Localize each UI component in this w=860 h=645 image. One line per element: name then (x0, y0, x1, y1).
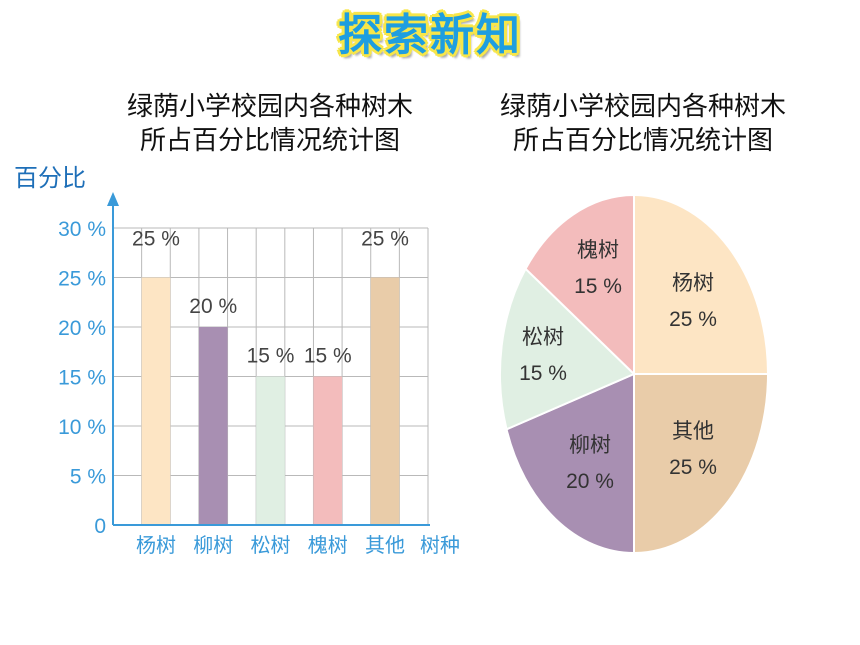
bar-4 (313, 376, 343, 525)
bar-1 (141, 277, 171, 525)
pie-slice-label: 其他 (672, 419, 714, 443)
pie-slice-3 (505, 372, 635, 555)
y-tick-label: 20 % (58, 317, 106, 340)
bar-value-label: 15 % (304, 345, 352, 368)
header-title: 探索新知 (338, 10, 522, 61)
y-tick-label: 10 % (58, 416, 106, 439)
y-tick-label: 5 % (70, 466, 106, 489)
pie-title-line1: 绿荫小学校园内各种树木 (499, 92, 786, 122)
y-axis-label: 百分比 (14, 164, 86, 192)
pie-slice-label: 杨树 (672, 271, 714, 295)
bar-chart: 0 5 % 10 % 15 % 20 % 25 % 30 % 25 % 杨树 20 % 柳树 15 %… (58, 192, 460, 557)
x-category-label: 松树 (251, 533, 291, 557)
bar-chart-title: 绿荫小学校园内各种树木 所占百分比情况统计图 (95, 90, 445, 158)
pie-title-line2: 所占百分比情况统计图 (512, 126, 773, 156)
bar-2 (198, 327, 228, 525)
bar-value-label: 15 % (247, 345, 295, 368)
pie-slice-1 (633, 193, 770, 375)
y-tick-label: 0 (94, 515, 106, 538)
pie-slice-value: 20 % (566, 470, 614, 493)
pie-slice-value: 15 % (574, 275, 622, 298)
bar-value-label: 25 % (132, 228, 180, 251)
pie-slice-2 (633, 373, 770, 555)
bar-value-label: 25 % (361, 228, 409, 251)
pie-slice-label: 松树 (522, 325, 564, 349)
pie-slice-4 (499, 267, 636, 431)
x-category-label: 杨树 (136, 533, 176, 557)
pie-slice-value: 15 % (519, 362, 567, 385)
y-tick-label: 30 % (58, 218, 106, 241)
x-category-label: 柳树 (193, 533, 233, 557)
pie-chart: 杨树 25 % 其他 25 % 柳树 20 % 松树 15 % 槐树 15 % (499, 193, 770, 555)
x-axis-label: 树种 (420, 533, 460, 557)
pie-slice-label: 柳树 (569, 433, 611, 457)
pie-chart-title: 绿荫小学校园内各种树木 所占百分比情况统计图 (468, 90, 818, 158)
pie-slice-label: 槐树 (577, 238, 619, 262)
pie-slice-5 (524, 193, 635, 377)
pie-slice-value: 25 % (669, 308, 717, 331)
y-tick-label: 25 % (58, 268, 106, 291)
bar-3 (256, 376, 285, 525)
bar-value-label: 20 % (189, 295, 237, 318)
x-category-label: 其他 (365, 533, 405, 557)
pie-slice-value: 25 % (669, 456, 717, 479)
bar-5 (370, 277, 400, 525)
bar-title-line1: 绿荫小学校园内各种树木 (126, 92, 413, 122)
y-axis-arrow (107, 192, 119, 206)
y-tick-label: 15 % (58, 367, 106, 390)
x-category-label: 槐树 (308, 533, 348, 557)
bar-title-line2: 所占百分比情况统计图 (139, 126, 400, 156)
